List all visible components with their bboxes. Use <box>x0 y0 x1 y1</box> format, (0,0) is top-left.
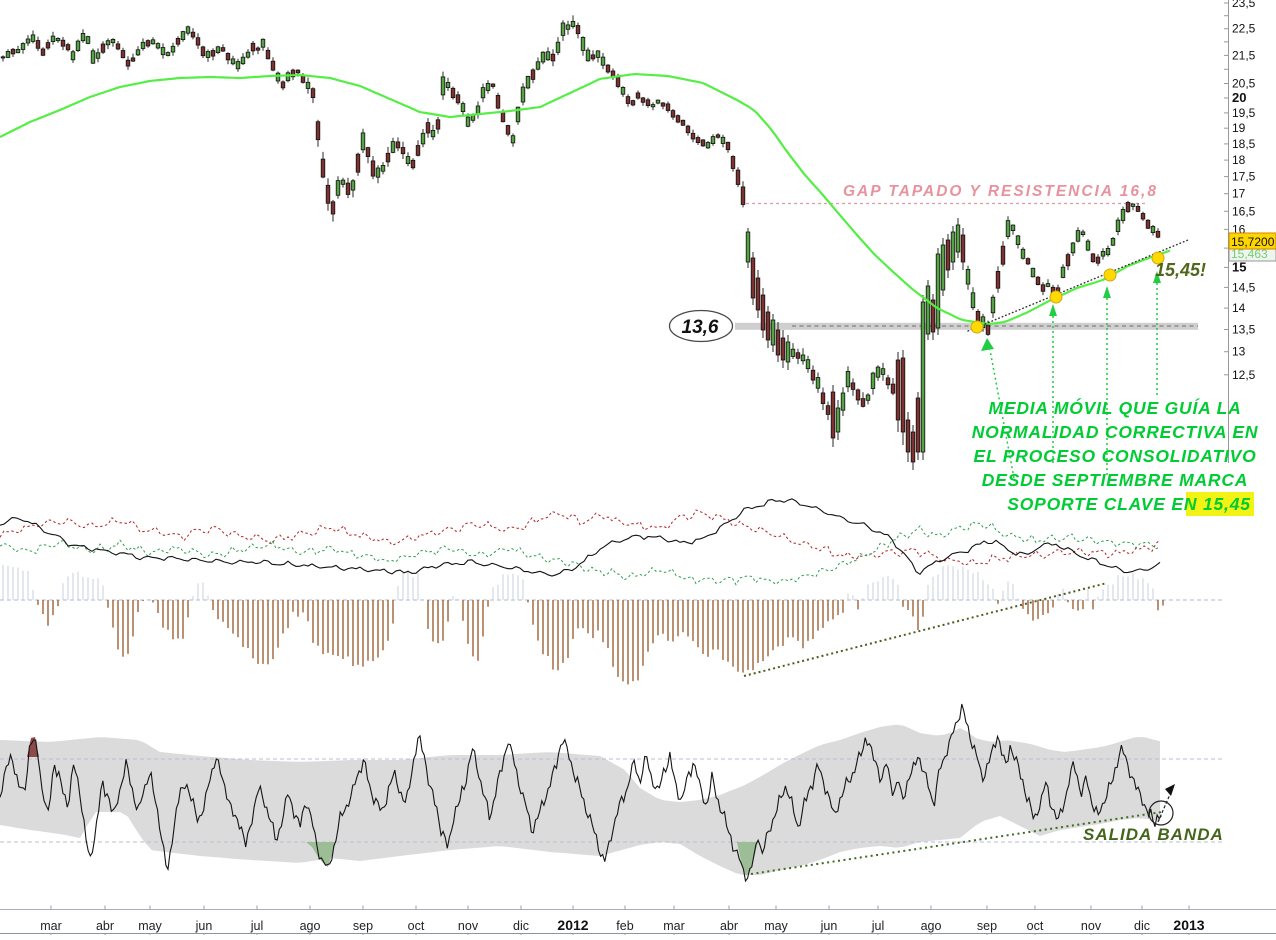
svg-text:ago: ago <box>300 919 321 933</box>
svg-text:may: may <box>138 919 162 933</box>
svg-text:mar: mar <box>663 919 685 933</box>
svg-text:sep: sep <box>977 919 997 933</box>
svg-text:may: may <box>764 919 788 933</box>
svg-text:15: 15 <box>1232 259 1246 274</box>
svg-text:17,5: 17,5 <box>1232 170 1256 184</box>
svg-text:20: 20 <box>1232 90 1246 105</box>
svg-text:18,5: 18,5 <box>1232 137 1256 151</box>
svg-text:13,5: 13,5 <box>1232 323 1256 337</box>
svg-text:15,463: 15,463 <box>1231 247 1268 261</box>
svg-text:16,5: 16,5 <box>1232 204 1256 218</box>
svg-text:jun: jun <box>820 919 838 933</box>
svg-text:13,6: 13,6 <box>682 317 719 338</box>
svg-text:2012: 2012 <box>557 917 588 933</box>
svg-text:DESDE SEPTIEMBRE MARCA: DESDE SEPTIEMBRE MARCA <box>982 470 1249 490</box>
svg-text:2013: 2013 <box>1173 917 1204 933</box>
svg-text:feb: feb <box>616 919 633 933</box>
svg-text:17: 17 <box>1232 187 1246 201</box>
svg-text:nov: nov <box>1081 919 1102 933</box>
svg-text:GAP TAPADO Y RESISTENCIA 16,8: GAP TAPADO Y RESISTENCIA 16,8 <box>843 183 1158 200</box>
svg-text:MEDIA MÓVIL QUE GUÍA LA: MEDIA MÓVIL QUE GUÍA LA <box>988 397 1241 418</box>
svg-text:19: 19 <box>1232 121 1246 135</box>
svg-text:ago: ago <box>921 919 942 933</box>
svg-text:dic: dic <box>513 919 529 933</box>
svg-text:EL PROCESO CONSOLIDATIVO: EL PROCESO CONSOLIDATIVO <box>973 446 1256 466</box>
svg-text:15,45!: 15,45! <box>1155 260 1206 280</box>
svg-text:NORMALIDAD CORRECTIVA EN: NORMALIDAD CORRECTIVA EN <box>972 422 1259 442</box>
svg-text:19,5: 19,5 <box>1232 106 1256 120</box>
svg-text:jul: jul <box>250 919 264 933</box>
svg-text:mar: mar <box>40 919 62 933</box>
svg-text:21,5: 21,5 <box>1232 48 1256 62</box>
svg-text:20,5: 20,5 <box>1232 77 1256 91</box>
svg-text:12,5: 12,5 <box>1232 368 1256 382</box>
svg-text:jun: jun <box>195 919 213 933</box>
svg-text:oct: oct <box>1027 919 1044 933</box>
svg-text:oct: oct <box>408 919 425 933</box>
svg-text:14,5: 14,5 <box>1232 280 1256 294</box>
svg-text:abr: abr <box>96 919 114 933</box>
svg-text:abr: abr <box>720 919 738 933</box>
svg-text:13: 13 <box>1232 345 1246 359</box>
svg-text:dic: dic <box>1134 919 1150 933</box>
svg-text:22,5: 22,5 <box>1232 22 1256 36</box>
svg-text:sep: sep <box>353 919 373 933</box>
svg-text:SOPORTE CLAVE EN 15,45: SOPORTE CLAVE EN 15,45 <box>1007 494 1251 514</box>
svg-text:jul: jul <box>871 919 885 933</box>
svg-text:SALIDA BANDA: SALIDA BANDA <box>1083 825 1224 844</box>
svg-text:14: 14 <box>1232 301 1246 315</box>
svg-text:nov: nov <box>458 919 479 933</box>
svg-text:15,7200: 15,7200 <box>1231 235 1275 249</box>
svg-text:23,5: 23,5 <box>1232 0 1256 10</box>
svg-text:18: 18 <box>1232 153 1246 167</box>
